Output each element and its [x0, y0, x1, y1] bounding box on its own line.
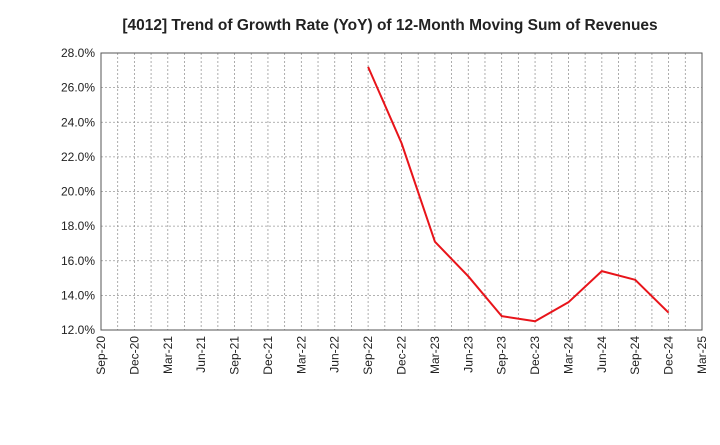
x-tick-label: Dec-24: [662, 336, 676, 375]
x-tick-label: Mar-23: [428, 336, 442, 374]
y-tick-label: 28.0%: [61, 46, 95, 60]
x-tick-label: Sep-20: [94, 336, 108, 375]
y-tick-label: 14.0%: [61, 288, 95, 302]
chart-title: [4012] Trend of Growth Rate (YoY) of 12-…: [122, 17, 657, 34]
y-tick-label: 24.0%: [61, 115, 95, 129]
y-tick-label: 20.0%: [61, 185, 95, 199]
plot-area: [100, 52, 703, 331]
x-tick-label: Mar-25: [695, 336, 709, 374]
x-tick-label: Jun-24: [595, 336, 609, 373]
x-tick-label: Jun-21: [194, 336, 208, 373]
y-tick-label: 16.0%: [61, 254, 95, 268]
x-axis: Sep-20 Dec-20 Mar-21 Jun-21 Sep-21 Dec-21 Mar-…: [94, 336, 709, 375]
x-tick-label: Sep-23: [495, 336, 509, 375]
x-tick-label: Jun-22: [328, 336, 342, 373]
x-tick-label: Dec-20: [127, 336, 141, 375]
x-tick-label: Sep-22: [361, 336, 375, 375]
series-layer: [367, 66, 670, 323]
y-tick-label: 26.0%: [61, 81, 95, 95]
y-tick-label: 12.0%: [61, 323, 95, 337]
x-tick-label: Dec-22: [395, 336, 409, 375]
x-tick-label: Jun-23: [461, 336, 475, 373]
x-tick-label: Mar-21: [161, 336, 175, 374]
y-tick-label: 22.0%: [61, 150, 95, 164]
x-tick-label: Dec-23: [528, 336, 542, 375]
y-axis: 12.0% 14.0% 16.0% 18.0% 20.0% 22.0% 24.0% 26.0%…: [61, 46, 95, 337]
x-tick-label: Sep-21: [228, 336, 242, 375]
x-tick-label: Sep-24: [628, 336, 642, 375]
x-tick-label: Mar-24: [561, 336, 575, 374]
y-tick-label: 18.0%: [61, 219, 95, 233]
grid-layer: [101, 53, 702, 330]
x-tick-label: Mar-22: [294, 336, 308, 374]
series-line: [367, 66, 670, 323]
x-tick-label: Dec-21: [261, 336, 275, 375]
